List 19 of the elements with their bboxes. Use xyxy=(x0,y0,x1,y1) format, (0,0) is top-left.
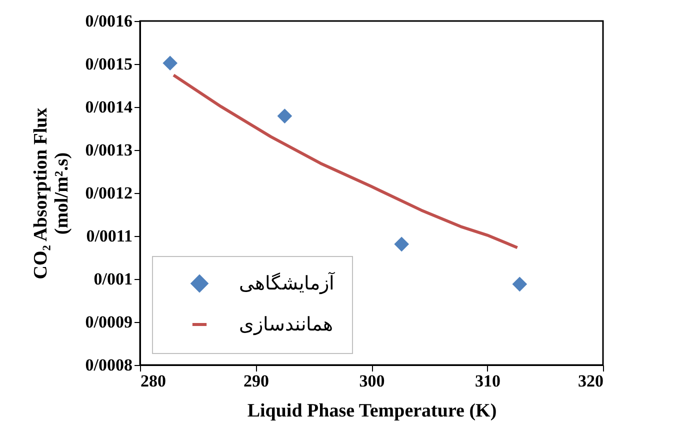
y-axis-title: CO₂ Absorption Flux (mol/m².s) xyxy=(30,107,72,280)
legend-label: آزمایشگاهی xyxy=(239,272,335,294)
x-tick-label: 320 xyxy=(578,372,604,390)
x-tick-label: 300 xyxy=(359,372,385,390)
y-tick-label: 0/0011 xyxy=(86,226,132,246)
y-tick-label: 0/0008 xyxy=(85,356,132,374)
legend-label: همانندسازی xyxy=(239,314,333,336)
x-tick-label: 310 xyxy=(475,372,500,390)
y-tick-label: 0/0014 xyxy=(85,98,133,116)
y-tick-label: 0/0013 xyxy=(85,140,132,160)
x-tick-label: 280 xyxy=(140,372,166,390)
y-tick-label: 0/0012 xyxy=(85,184,132,202)
line-series xyxy=(172,74,519,250)
x-axis-title: Liquid Phase Temperature (K) xyxy=(247,400,497,422)
y-tick-label: 0/001 xyxy=(94,270,132,288)
y-tick-label: 0/0016 xyxy=(85,12,132,30)
y-tick-label: 0/0009 xyxy=(85,312,132,332)
y-tick-label: 0/0015 xyxy=(85,54,132,74)
x-tick-label: 290 xyxy=(244,372,269,390)
